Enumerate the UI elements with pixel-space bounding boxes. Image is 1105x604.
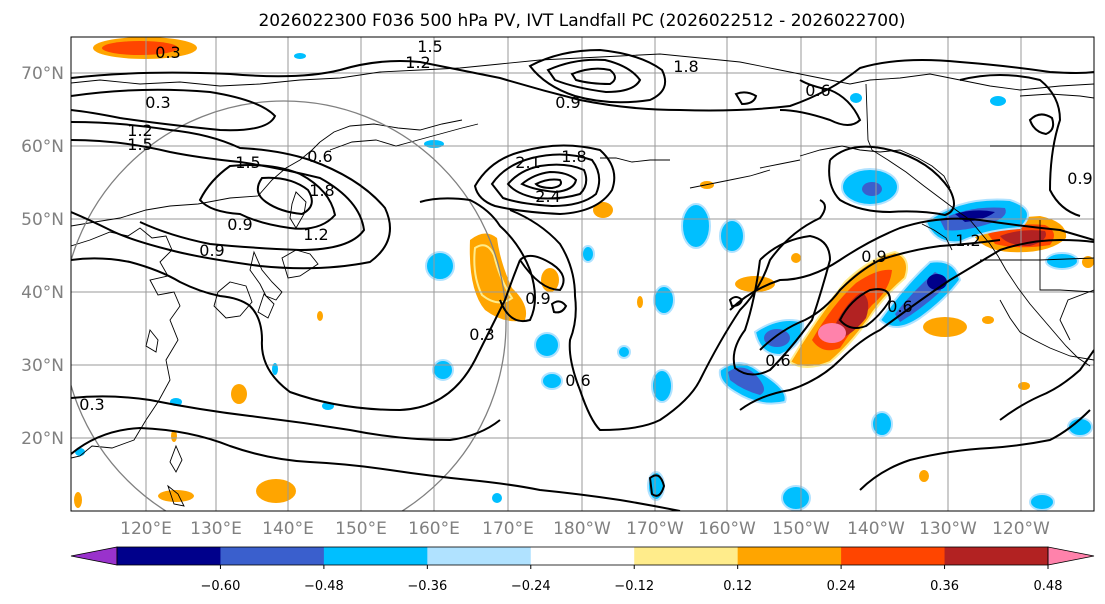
contour-label: 0.6 [307, 147, 332, 166]
colorbar-tick-label: 0.24 [827, 579, 856, 594]
contour-label: 0.9 [861, 247, 886, 266]
contour-label: 1.2 [955, 231, 980, 250]
colorbar-segment [634, 547, 739, 565]
pv-contours [71, 48, 1094, 511]
contour-label: 0.9 [227, 215, 252, 234]
contour-labels: 0.3 1.5 1.2 1.5 1.8 0.6 0.3 1.2 1.5 0.6 … [79, 37, 1092, 414]
lon-label: 150°W [772, 519, 830, 539]
colorbar-segment [427, 547, 532, 565]
lon-label: 170°W [626, 519, 684, 539]
colorbar: −0.60 −0.48 −0.36 −0.24 −0.12 0.12 0.24 0.36 0.4… [70, 546, 1095, 594]
colorbar-segment [323, 547, 428, 565]
longitude-labels: 120°E 130°E 140°E 150°E 160°E 170°E 180°… [120, 519, 1050, 539]
lon-label: 140°E [262, 519, 314, 539]
figure-title: 2026022300 F036 500 hPa PV, IVT Landfall… [258, 11, 905, 31]
lat-label: 50°N [21, 210, 64, 230]
lon-label: 160°E [408, 519, 460, 539]
colorbar-segment [220, 547, 325, 565]
colorbar-segment [841, 547, 946, 565]
lon-label: 140°W [847, 519, 905, 539]
contour-label: 1.2 [127, 121, 152, 140]
contour-label: 0.3 [79, 395, 104, 414]
contour-label: 0.3 [469, 325, 494, 344]
lon-label: 150°E [335, 519, 387, 539]
lon-label: 130°E [190, 519, 242, 539]
contour-label: 1.5 [235, 153, 260, 172]
lat-label: 30°N [21, 356, 64, 376]
radius-circle [71, 100, 507, 511]
colorbar-segment [737, 547, 842, 565]
contour-label: 1.8 [309, 181, 334, 200]
contour-label: 1.8 [561, 147, 586, 166]
colorbar-tick-label: −0.24 [511, 579, 551, 594]
contour-label: 0.6 [805, 81, 830, 100]
coastlines [71, 53, 1094, 507]
contour-label: 2.4 [535, 187, 560, 206]
lon-label: 120°E [120, 519, 172, 539]
lat-label: 70°N [21, 64, 64, 84]
colorbar-tick-label: 0.48 [1034, 579, 1063, 594]
colorbar-ticks: −0.60 −0.48 −0.36 −0.24 −0.12 0.12 0.24 0.36 0.4… [201, 565, 1063, 594]
lon-label: 160°W [698, 519, 756, 539]
contour-label: 1.5 [127, 135, 152, 154]
contour-label: 0.3 [155, 43, 180, 62]
lat-label: 60°N [21, 137, 64, 157]
lon-label: 130°W [919, 519, 977, 539]
colorbar-extend-min [70, 546, 118, 566]
contour-label: 0.6 [887, 297, 912, 316]
colorbar-segments [70, 546, 1095, 566]
colorbar-segment [117, 547, 221, 565]
colorbar-tick-label: −0.36 [407, 579, 447, 594]
contour-label: 0.3 [145, 93, 170, 112]
contour-label: 1.2 [405, 53, 430, 72]
colorbar-tick-label: 0.36 [930, 579, 959, 594]
contour-label: 0.9 [199, 241, 224, 260]
lat-label: 40°N [21, 283, 64, 303]
contour-label: 1.2 [303, 225, 328, 244]
colorbar-tick-label: −0.48 [304, 579, 344, 594]
contour-label: 1.5 [417, 37, 442, 56]
colorbar-tick-label: −0.12 [614, 579, 654, 594]
colorbar-tick-label: −0.60 [201, 579, 241, 594]
lat-label: 20°N [21, 429, 64, 449]
map-panel: 0.3 1.5 1.2 1.5 1.8 0.6 0.3 1.2 1.5 0.6 … [21, 36, 1095, 539]
contour-label: 0.6 [565, 371, 590, 390]
contour-label: 0.9 [1067, 169, 1092, 188]
contour-label: 2.1 [515, 153, 540, 172]
colorbar-extend-max [1047, 546, 1095, 566]
colorbar-segment [530, 547, 635, 565]
colorbar-frame [116, 546, 1049, 566]
map-frame [70, 36, 1095, 512]
lon-label: 170°E [482, 519, 534, 539]
contour-label: 0.6 [765, 351, 790, 370]
lon-label: 180°W [553, 519, 611, 539]
colorbar-segment [944, 547, 1049, 565]
lon-label: 120°W [992, 519, 1050, 539]
latitude-labels: 70°N 60°N 50°N 40°N 30°N 20°N [21, 64, 64, 449]
contour-label: 0.9 [555, 93, 580, 112]
contour-label: 1.8 [673, 57, 698, 76]
colorbar-tick-label: 0.12 [723, 579, 752, 594]
contour-label: 0.9 [525, 289, 550, 308]
